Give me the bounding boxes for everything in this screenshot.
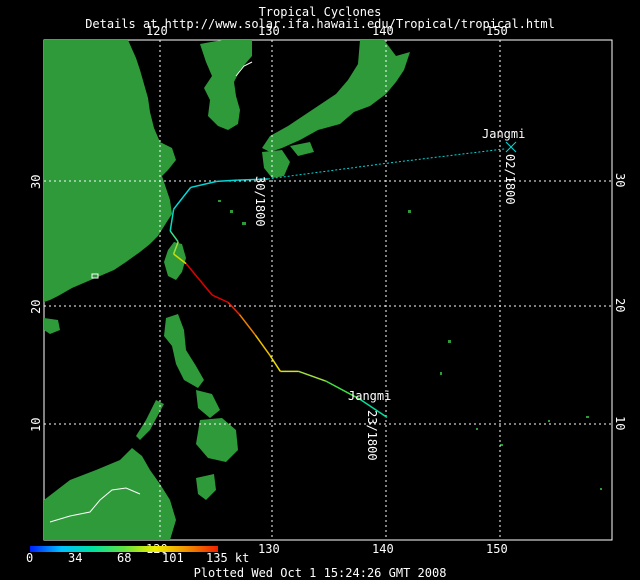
land-island — [548, 420, 550, 422]
track-segment — [169, 230, 179, 243]
track-segment — [190, 180, 217, 189]
land-island — [476, 428, 478, 430]
land-island — [408, 210, 411, 213]
storm-time-start: 23/1800 — [365, 410, 379, 461]
land-korea — [200, 40, 252, 130]
land-celebes — [196, 474, 216, 500]
land-island — [218, 200, 221, 202]
land-hainan — [44, 318, 60, 334]
colorbar-label-135: 135 kt — [206, 551, 250, 565]
colorbar-label-0: 0 — [26, 551, 34, 565]
track-segment — [173, 186, 192, 210]
land-masses — [44, 40, 602, 540]
track-segment — [238, 314, 256, 336]
map-title: Tropical Cyclones — [258, 5, 382, 19]
track-segment — [216, 179, 238, 183]
lon-tick-bottom-130: 130 — [258, 542, 280, 556]
map-subtitle: Details at http://www.solar.ifa.hawaii.e… — [85, 17, 555, 31]
land-visayas — [196, 390, 220, 418]
colorbar-label-101: 101 — [162, 551, 184, 565]
lon-tick-bottom-150: 150 — [486, 542, 508, 556]
track-segment — [269, 355, 281, 372]
track-segment — [211, 294, 229, 304]
land-island — [586, 416, 589, 418]
land-island — [600, 488, 602, 490]
land-borneo — [44, 448, 176, 540]
track-segment — [169, 209, 175, 232]
storm-name-start: Jangmi — [348, 389, 391, 403]
storm-name-end: Jangmi — [482, 127, 525, 141]
track-segment — [172, 241, 179, 255]
lat-tick-left-20: 20 — [29, 300, 43, 314]
lat-tick-right-10: 10 — [613, 416, 627, 430]
track-segment — [173, 253, 187, 265]
border-korea — [235, 61, 253, 77]
lon-tick-top-130: 130 — [258, 24, 280, 38]
track-segment — [254, 334, 271, 357]
land-luzon — [164, 314, 204, 388]
track-segment — [325, 380, 361, 400]
lat-tick-right-30: 30 — [613, 173, 627, 187]
land-kyushu — [262, 150, 290, 178]
land-island — [448, 340, 451, 343]
land-taiwan — [164, 242, 186, 280]
land-palawan — [136, 400, 164, 440]
land-island — [242, 222, 246, 225]
storm-time-end: 02/1800 — [503, 154, 517, 205]
storm-track — [169, 148, 507, 418]
storm-time-mid: 30/1800 — [253, 176, 267, 227]
land-mindanao — [196, 418, 238, 462]
lat-tick-left-10: 10 — [29, 418, 43, 432]
plot-timestamp: Plotted Wed Oct 1 15:24:26 GMT 2008 — [193, 566, 447, 580]
lon-tick-top-140: 140 — [372, 24, 394, 38]
track-segment — [267, 162, 388, 180]
colorbar-label-68: 68 — [117, 551, 132, 565]
lon-tick-bottom-140: 140 — [372, 542, 394, 556]
lat-tick-right-20: 20 — [613, 298, 627, 312]
track-segment — [386, 148, 507, 164]
land-shikoku — [290, 142, 314, 156]
colorbar-label-34: 34 — [68, 551, 83, 565]
land-china — [44, 40, 176, 302]
lat-tick-left-30: 30 — [29, 175, 43, 189]
land-island — [230, 210, 233, 213]
border-borneo — [49, 487, 141, 523]
track-segment — [298, 370, 326, 382]
lon-tick-top-120: 120 — [146, 24, 168, 38]
land-island — [91, 273, 99, 279]
colorbar — [30, 546, 218, 552]
land-island — [500, 444, 503, 446]
land-japan — [262, 40, 410, 152]
graticule — [44, 40, 612, 540]
track-segment — [227, 301, 240, 315]
track-segment — [185, 263, 213, 296]
track-segment — [237, 178, 268, 181]
land-island — [440, 372, 442, 375]
track-end-marker — [505, 141, 517, 153]
track-segment — [359, 398, 388, 418]
lon-tick-top-150: 150 — [486, 24, 508, 38]
